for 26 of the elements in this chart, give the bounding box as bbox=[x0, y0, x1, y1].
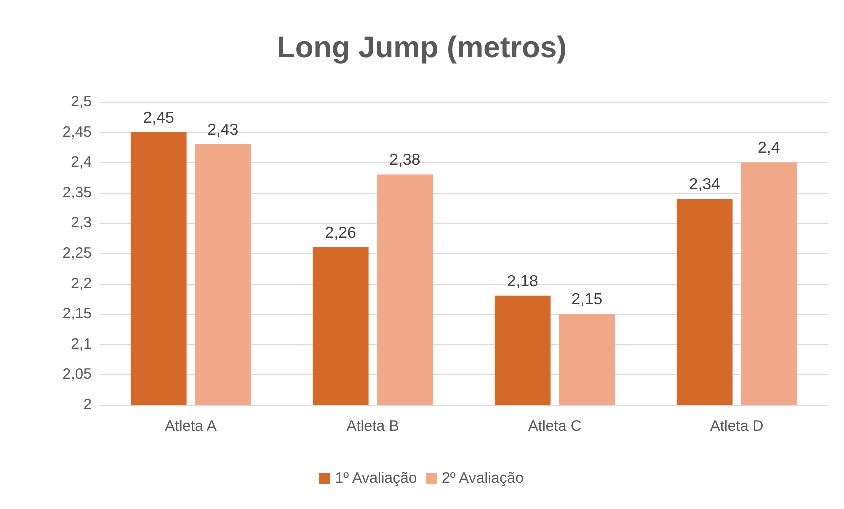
y-tick-label: 2,4 bbox=[71, 154, 92, 172]
data-label: 2,43 bbox=[208, 122, 239, 139]
data-label: 2,45 bbox=[143, 110, 175, 127]
y-tick-label: 2,35 bbox=[62, 184, 92, 202]
y-tick-label: 2,45 bbox=[62, 124, 92, 141]
data-label: 2,26 bbox=[325, 224, 357, 242]
x-tick-label: Atleta B bbox=[346, 418, 400, 435]
data-label: 2,15 bbox=[572, 292, 603, 309]
y-tick-label: 2,05 bbox=[62, 366, 92, 384]
x-tick-label: Atleta A bbox=[165, 418, 217, 435]
legend-label: 1º Avaliação bbox=[335, 470, 418, 487]
y-tick-label: 2,25 bbox=[62, 245, 92, 262]
y-tick-label: 2 bbox=[84, 396, 92, 414]
x-tick-label: Atleta D bbox=[710, 418, 764, 435]
data-label: 2,18 bbox=[507, 273, 539, 290]
y-tick-label: 2,3 bbox=[71, 214, 92, 232]
chart-title: Long Jump (metros) bbox=[277, 32, 567, 64]
data-label: 2,38 bbox=[390, 152, 421, 170]
y-tick-label: 2,5 bbox=[71, 94, 92, 110]
x-tick-label: Atleta C bbox=[528, 418, 582, 435]
y-tick-label: 2,15 bbox=[62, 306, 92, 323]
y-tick-label: 2,1 bbox=[71, 336, 92, 353]
legend-label: 2º Avaliação bbox=[442, 470, 524, 487]
data-label: 2,34 bbox=[689, 176, 721, 194]
data-label: 2,4 bbox=[758, 140, 780, 158]
y-tick-label: 2,2 bbox=[71, 275, 92, 292]
